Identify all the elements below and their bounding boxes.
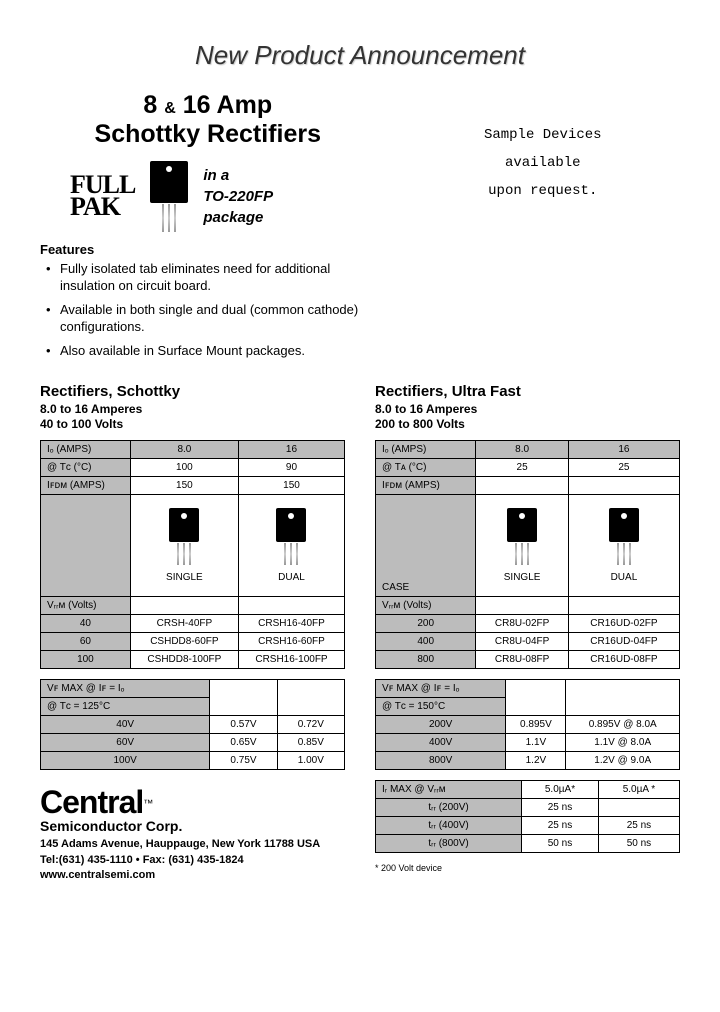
title-8: 8 <box>143 91 157 119</box>
dual-chip-cell: DUAL <box>238 495 344 597</box>
ultrafast-table-2: Vꜰ MAX @ Iꜰ = Iₒ @ Tᴄ = 150°C 200V 0.895… <box>375 679 680 770</box>
title-16amp: 16 Amp <box>183 91 272 119</box>
feature-item: Also available in Surface Mount packages… <box>52 342 376 360</box>
schottky-sub: 8.0 to 16 Amperes 40 to 100 Volts <box>40 402 345 432</box>
company-sub: Semiconductor Corp. <box>40 818 345 834</box>
features-heading: Features <box>40 242 376 257</box>
schottky-title: Rectifiers, Schottky <box>40 383 345 400</box>
announcement-title: New Product Announcement <box>40 40 680 71</box>
ultrafast-title: Rectifiers, Ultra Fast <box>375 383 680 400</box>
footnote: * 200 Volt device <box>375 863 680 873</box>
case-label: CASE <box>376 495 476 597</box>
company-address: 145 Adams Avenue, Hauppauge, New York 11… <box>40 837 345 883</box>
feature-item: Fully isolated tab eliminates need for a… <box>52 260 376 295</box>
top-row: 8 & 16 Amp Schottky Rectifiers FULL PAK … <box>40 91 680 365</box>
schottky-table-1: Iₒ (AMPS) 8.0 16 @ Tᴄ (°C) 100 90 Iꜰᴅᴍ (… <box>40 440 345 669</box>
ultrafast-table-3: Iᵣ MAX @ Vᵣᵣᴍ 5.0µA* 5.0µA * tᵣᵣ (200V) … <box>375 780 680 853</box>
case-label-cell <box>41 495 131 597</box>
dual-chip-cell: DUAL <box>568 495 679 597</box>
company-name: Central <box>40 784 143 820</box>
package-row: FULL PAK in a TO-220FP package <box>70 161 376 232</box>
datasheet-page: New Product Announcement 8 & 16 Amp Scho… <box>0 0 720 913</box>
ultrafast-column: Rectifiers, Ultra Fast 8.0 to 16 Amperes… <box>375 383 680 883</box>
trademark: ™ <box>143 799 153 810</box>
features-list: Fully isolated tab eliminates need for a… <box>40 260 376 360</box>
sample-note: Sample Devices available upon request. <box>406 91 681 365</box>
product-title: 8 & 16 Amp Schottky Rectifiers <box>40 91 376 149</box>
schottky-column: Rectifiers, Schottky 8.0 to 16 Amperes 4… <box>40 383 345 883</box>
title-block: 8 & 16 Amp Schottky Rectifiers FULL PAK … <box>40 91 376 365</box>
package-text: in a TO-220FP package <box>203 165 273 228</box>
single-chip-cell: SINGLE <box>476 495 569 597</box>
single-chip-cell: SINGLE <box>130 495 238 597</box>
title-amp: & <box>164 100 176 117</box>
ultrafast-table-1: Iₒ (AMPS) 8.0 16 @ Tᴀ (°C) 25 25 Iꜰᴅᴍ (A… <box>375 440 680 669</box>
ultrafast-sub: 8.0 to 16 Amperes 200 to 800 Volts <box>375 402 680 432</box>
fullpak-logo: FULL PAK <box>70 174 135 218</box>
title-line2: Schottky Rectifiers <box>95 120 321 148</box>
to220-icon <box>150 161 188 232</box>
columns: Rectifiers, Schottky 8.0 to 16 Amperes 4… <box>40 383 680 883</box>
feature-item: Available in both single and dual (commo… <box>52 301 376 336</box>
schottky-table-2: Vꜰ MAX @ Iꜰ = Iₒ @ Tᴄ = 125°C 40V 0.57V … <box>40 679 345 770</box>
company-block: Central™ Semiconductor Corp. 145 Adams A… <box>40 788 345 883</box>
